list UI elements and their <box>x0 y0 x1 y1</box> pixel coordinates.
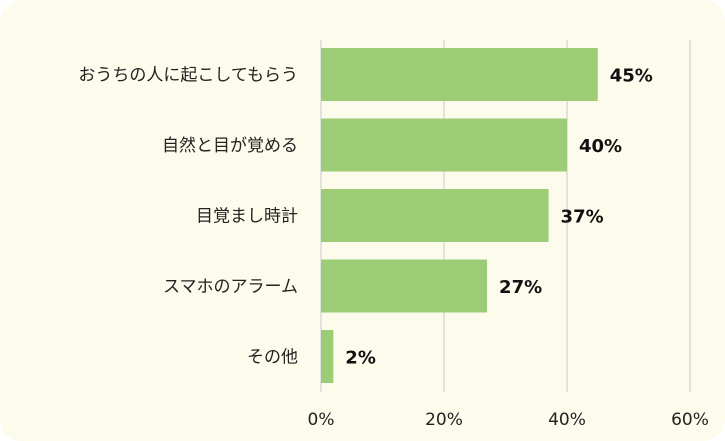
category-label: その他 <box>247 348 298 368</box>
value-label: 37% <box>561 207 604 228</box>
value-label: 2% <box>345 348 376 369</box>
x-tick-label: 20% <box>425 410 463 430</box>
category-label: スマホのアラーム <box>163 277 298 297</box>
x-tick-label: 60% <box>671 410 709 430</box>
bar <box>321 189 549 242</box>
category-label: おうちの人に起こしてもらう <box>78 66 298 86</box>
bar <box>321 48 598 101</box>
category-label: 目覚まし時計 <box>196 207 298 227</box>
bars <box>321 48 598 383</box>
value-label: 45% <box>610 66 653 87</box>
value-label: 40% <box>579 136 622 157</box>
bar <box>321 330 334 383</box>
value-labels: 45% 40% 37% 27% 2% <box>345 66 653 369</box>
x-tick-label: 0% <box>308 410 335 430</box>
value-label: 27% <box>499 277 542 298</box>
x-tick-label: 40% <box>548 410 586 430</box>
bar <box>321 118 567 172</box>
bar <box>321 259 488 313</box>
x-axis-tick-labels: 0% 20% 40% 60% <box>308 410 709 430</box>
category-label: 自然と目が覚める <box>162 136 298 156</box>
